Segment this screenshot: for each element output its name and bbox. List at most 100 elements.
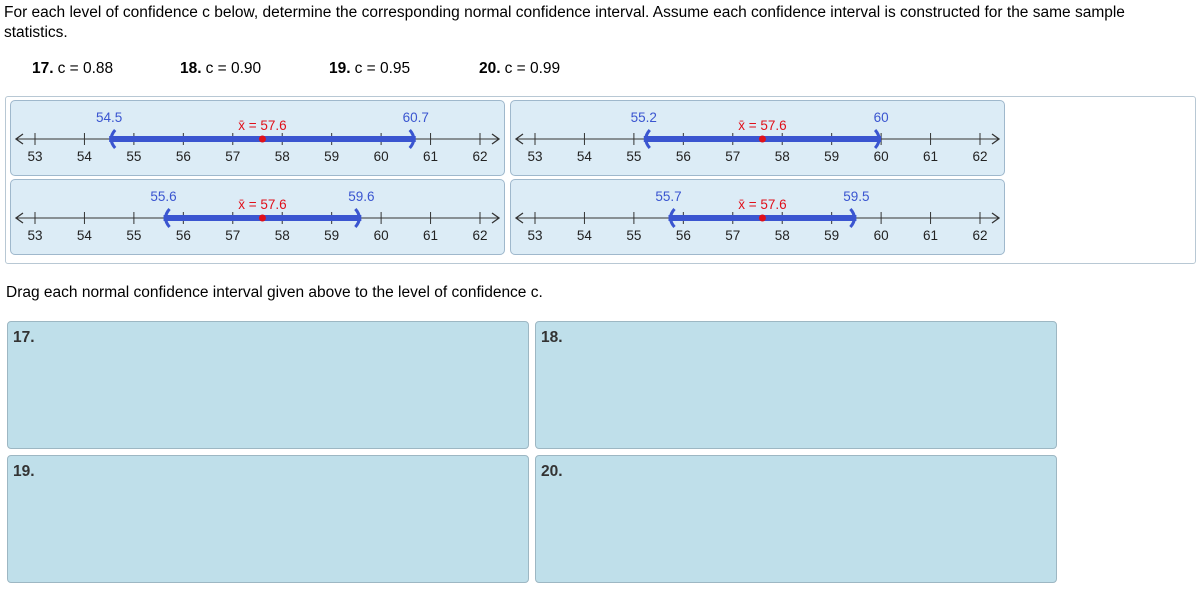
tick-label: 60 bbox=[374, 149, 389, 164]
upper-label: 60.7 bbox=[403, 110, 429, 125]
level: 19. c = 0.95 bbox=[329, 60, 410, 78]
tick-label: 59 bbox=[324, 149, 339, 164]
drop-zone-label: 17. bbox=[13, 329, 35, 346]
tick-label: 55 bbox=[126, 228, 141, 243]
level-number: 19. bbox=[329, 60, 351, 77]
lower-label: 55.6 bbox=[150, 189, 176, 204]
tick-label: 53 bbox=[527, 228, 542, 243]
upper-label: 59.6 bbox=[348, 189, 374, 204]
mean-label: x̄ = 57.6 bbox=[238, 197, 286, 212]
tick-label: 54 bbox=[77, 228, 93, 243]
tick-label: 53 bbox=[527, 149, 542, 164]
axis-arrow bbox=[14, 212, 501, 224]
tick-label: 54 bbox=[577, 228, 593, 243]
level-number: 17. bbox=[32, 60, 54, 77]
mean-label: x̄ = 57.6 bbox=[738, 197, 786, 212]
tick-label: 58 bbox=[775, 228, 790, 243]
drag-instruction: Drag each normal confidence interval giv… bbox=[6, 284, 543, 301]
tick-label: 56 bbox=[176, 228, 191, 243]
interval-bracket bbox=[849, 208, 856, 228]
drop-zone-label: 20. bbox=[541, 463, 563, 480]
level-confidence: c = 0.95 bbox=[354, 60, 411, 77]
mean-label: x̄ = 57.6 bbox=[238, 118, 286, 133]
mean-dot bbox=[258, 214, 266, 222]
tick-label: 61 bbox=[923, 228, 938, 243]
tick-label: 62 bbox=[472, 149, 487, 164]
level-number: 18. bbox=[180, 60, 202, 77]
interval-card[interactable]: 53 54 55 56 57 58 59 60 61 62 55.2 60 x̄ = 57.6 bbox=[510, 100, 1005, 176]
interval-bracket bbox=[408, 129, 416, 149]
interval-bracket bbox=[644, 129, 651, 149]
level-confidence: c = 0.90 bbox=[205, 60, 262, 77]
drop-zone-label: 18. bbox=[541, 329, 563, 346]
tick-label: 56 bbox=[176, 149, 191, 164]
tick-label: 59 bbox=[324, 228, 339, 243]
level: 17. c = 0.88 bbox=[32, 60, 113, 78]
lower-label: 55.2 bbox=[631, 110, 657, 125]
mean-dot bbox=[758, 135, 766, 143]
interval-pool bbox=[5, 96, 1196, 264]
tick-label: 61 bbox=[423, 228, 438, 243]
interval-bracket bbox=[873, 129, 881, 149]
tick-label: 55 bbox=[626, 228, 641, 243]
number-line: 53 54 55 56 57 58 59 60 61 62 54.5 60.7 x̄ = 57.6 bbox=[14, 110, 501, 164]
drop-zone[interactable]: 17. bbox=[7, 321, 529, 449]
mean-dot bbox=[758, 214, 766, 222]
mean-label: x̄ = 57.6 bbox=[738, 118, 786, 133]
interval-card[interactable]: 53 54 55 56 57 58 59 60 61 62 55.7 59.5 x̄ = 57.6 bbox=[510, 179, 1005, 255]
axis-arrow bbox=[14, 133, 501, 145]
interval-bracket bbox=[669, 208, 676, 228]
tick-label: 60 bbox=[874, 228, 889, 243]
number-line: 53 54 55 56 57 58 59 60 61 62 55.6 59.6 x̄ = 57.6 bbox=[14, 189, 501, 243]
tick-label: 60 bbox=[874, 149, 889, 164]
tick-label: 57 bbox=[225, 149, 240, 164]
tick-label: 54 bbox=[77, 149, 93, 164]
tick-label: 58 bbox=[275, 149, 290, 164]
lower-label: 55.7 bbox=[655, 189, 681, 204]
mean-dot bbox=[258, 135, 266, 143]
tick-label: 53 bbox=[27, 228, 42, 243]
drop-zone-label: 19. bbox=[13, 463, 35, 480]
tick-label: 53 bbox=[27, 149, 42, 164]
level: 20. c = 0.99 bbox=[479, 60, 560, 78]
tick-label: 61 bbox=[923, 149, 938, 164]
tick-label: 62 bbox=[972, 228, 987, 243]
tick-label: 58 bbox=[775, 149, 790, 164]
tick-label: 55 bbox=[126, 149, 141, 164]
tick-label: 59 bbox=[824, 228, 839, 243]
number-line: 53 54 55 56 57 58 59 60 61 62 55.2 60 x̄ = 57.6 bbox=[514, 110, 1001, 164]
tick-label: 54 bbox=[577, 149, 593, 164]
tick-label: 55 bbox=[626, 149, 641, 164]
tick-label: 56 bbox=[676, 149, 691, 164]
interval-card[interactable]: 53 54 55 56 57 58 59 60 61 62 55.6 59.6 x̄ = 57.6 bbox=[10, 179, 505, 255]
tick-label: 56 bbox=[676, 228, 691, 243]
drop-zone[interactable]: 18. bbox=[535, 321, 1057, 449]
tick-label: 57 bbox=[725, 228, 740, 243]
drop-zone[interactable]: 20. bbox=[535, 455, 1057, 583]
tick-label: 61 bbox=[423, 149, 438, 164]
instructions: For each level of confidence c below, de… bbox=[4, 4, 1125, 41]
upper-label: 60 bbox=[874, 110, 889, 125]
tick-label: 57 bbox=[225, 228, 240, 243]
tick-label: 62 bbox=[472, 228, 487, 243]
tick-label: 59 bbox=[824, 149, 839, 164]
interval-bracket bbox=[164, 208, 171, 228]
tick-label: 57 bbox=[725, 149, 740, 164]
axis-arrow bbox=[514, 133, 1001, 145]
tick-label: 60 bbox=[374, 228, 389, 243]
tick-label: 62 bbox=[972, 149, 987, 164]
upper-label: 59.5 bbox=[843, 189, 869, 204]
tick-label: 58 bbox=[275, 228, 290, 243]
interval-card[interactable]: 53 54 55 56 57 58 59 60 61 62 54.5 60.7 x̄ = 57.6 bbox=[10, 100, 505, 176]
level: 18. c = 0.90 bbox=[180, 60, 261, 78]
level-confidence: c = 0.99 bbox=[504, 60, 561, 77]
interval-bracket bbox=[109, 129, 117, 149]
axis-arrow bbox=[514, 212, 1001, 224]
level-number: 20. bbox=[479, 60, 501, 77]
level-confidence: c = 0.88 bbox=[57, 60, 114, 77]
lower-label: 54.5 bbox=[96, 110, 122, 125]
drop-zone[interactable]: 19. bbox=[7, 455, 529, 583]
number-line: 53 54 55 56 57 58 59 60 61 62 55.7 59.5 x̄ = 57.6 bbox=[514, 189, 1001, 243]
interval-bracket bbox=[354, 208, 361, 228]
